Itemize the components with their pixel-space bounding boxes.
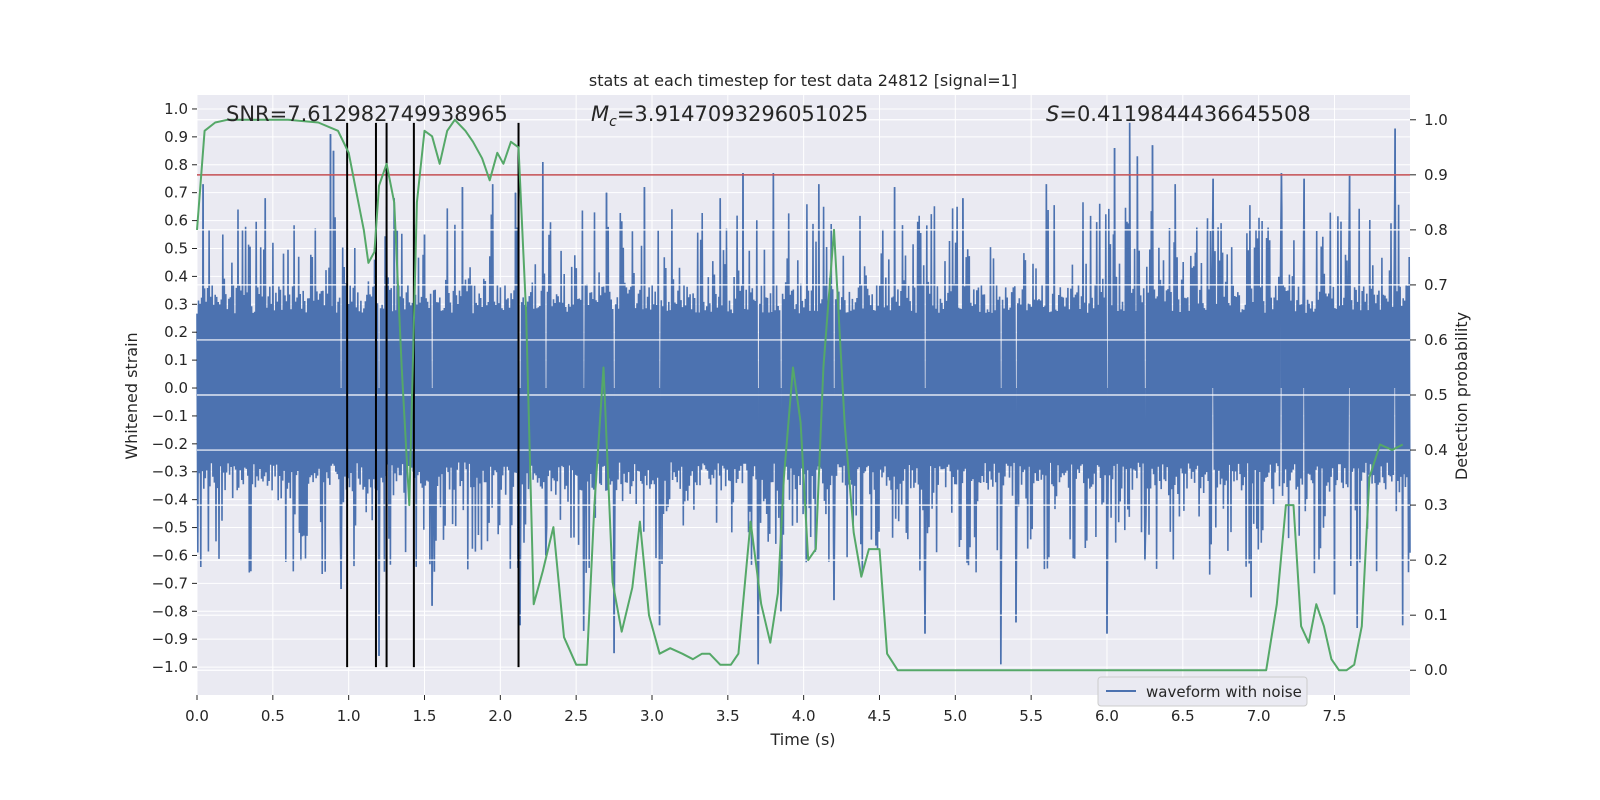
y-tick-label: 0.2 [164, 323, 188, 341]
x-tick-label: 4.5 [868, 707, 892, 725]
x-tick-label: 5.0 [943, 707, 967, 725]
y-tick-label: −0.8 [152, 602, 188, 620]
probability-series [196, 118, 1404, 672]
y2-tick-label: 0.5 [1424, 386, 1448, 404]
y2-tick-label: 0.7 [1424, 276, 1448, 294]
waveform-series [196, 122, 1411, 665]
y-tick-label: −0.9 [152, 630, 188, 648]
y-tick-label: 0.4 [164, 267, 188, 285]
x-tick-label: 0.5 [261, 707, 285, 725]
x-tick-label: 3.0 [640, 707, 664, 725]
x-tick-label: 7.5 [1323, 707, 1347, 725]
y-tick-label: 0.3 [164, 295, 188, 313]
y2-tick-label: 0.2 [1424, 551, 1448, 569]
legend-label: waveform with noise [1146, 683, 1302, 701]
x-tick-label: 2.0 [488, 707, 512, 725]
y-tick-label: 0.5 [164, 239, 188, 257]
y-tick-label: 1.0 [164, 100, 188, 118]
y-tick-label: 0.6 [164, 212, 188, 230]
x-tick-label: 7.0 [1247, 707, 1271, 725]
threshold-line [197, 119, 1410, 671]
y2-tick-label: 1.0 [1424, 111, 1448, 129]
x-tick-label: 5.5 [1019, 707, 1043, 725]
event-markers [346, 122, 520, 668]
y2-tick-label: 0.8 [1424, 221, 1448, 239]
y-tick-label: −0.3 [152, 463, 188, 481]
legend: waveform with noise [1097, 676, 1308, 707]
y-tick-label: −0.1 [152, 407, 188, 425]
y-tick-label: 0.0 [164, 379, 188, 397]
y-tick-label: −0.7 [152, 574, 188, 592]
y2-tick-label: 0.6 [1424, 331, 1448, 349]
legend-box [1097, 676, 1308, 707]
waveform-line [196, 122, 1411, 665]
y-tick-label: 0.1 [164, 351, 188, 369]
y2-tick-label: 0.4 [1424, 441, 1448, 459]
mc-annotation: Mc=3.9147093296051025 [591, 102, 868, 130]
y2-axis-label: Detection probability [1452, 312, 1471, 480]
s-annotation: S=0.4119844436645508 [1046, 102, 1311, 126]
x-tick-label: 2.5 [564, 707, 588, 725]
y-tick-label: 0.9 [164, 128, 188, 146]
y2-tick-label: 0.1 [1424, 606, 1448, 624]
x-tick-label: 6.0 [1095, 707, 1119, 725]
x-tick-label: 3.5 [716, 707, 740, 725]
y-tick-label: −1.0 [152, 658, 188, 676]
x-tick-label: 1.5 [413, 707, 437, 725]
y-tick-label: −0.5 [152, 519, 188, 537]
y2-tick-label: 0.3 [1424, 496, 1448, 514]
x-tick-label: 1.0 [337, 707, 361, 725]
x-tick-label: 0.0 [185, 707, 209, 725]
y-tick-label: −0.2 [152, 435, 188, 453]
x-axis-label: Time (s) [769, 730, 835, 749]
y2-tick-label: 0.0 [1424, 661, 1448, 679]
snr-annotation: SNR=7.612982749938965 [226, 102, 508, 126]
x-tick-label: 4.0 [792, 707, 816, 725]
y2-tick-label: 0.9 [1424, 166, 1448, 184]
chart-title: stats at each timestep for test data 248… [589, 71, 1017, 90]
y-tick-label: 0.8 [164, 156, 188, 174]
y-tick-label: 0.7 [164, 184, 188, 202]
y-tick-label: −0.4 [152, 491, 188, 509]
y-axis-label: Whitened strain [122, 332, 141, 459]
probability-line [196, 118, 1404, 672]
axes: 0.0 0.5 1.0 1.5 2.0 2.5 3.0 3.5 4.0 4.5 5.0 5.5 6.0 6… [152, 100, 1448, 725]
y-tick-label: −0.6 [152, 546, 188, 564]
x-tick-label: 6.5 [1171, 707, 1195, 725]
